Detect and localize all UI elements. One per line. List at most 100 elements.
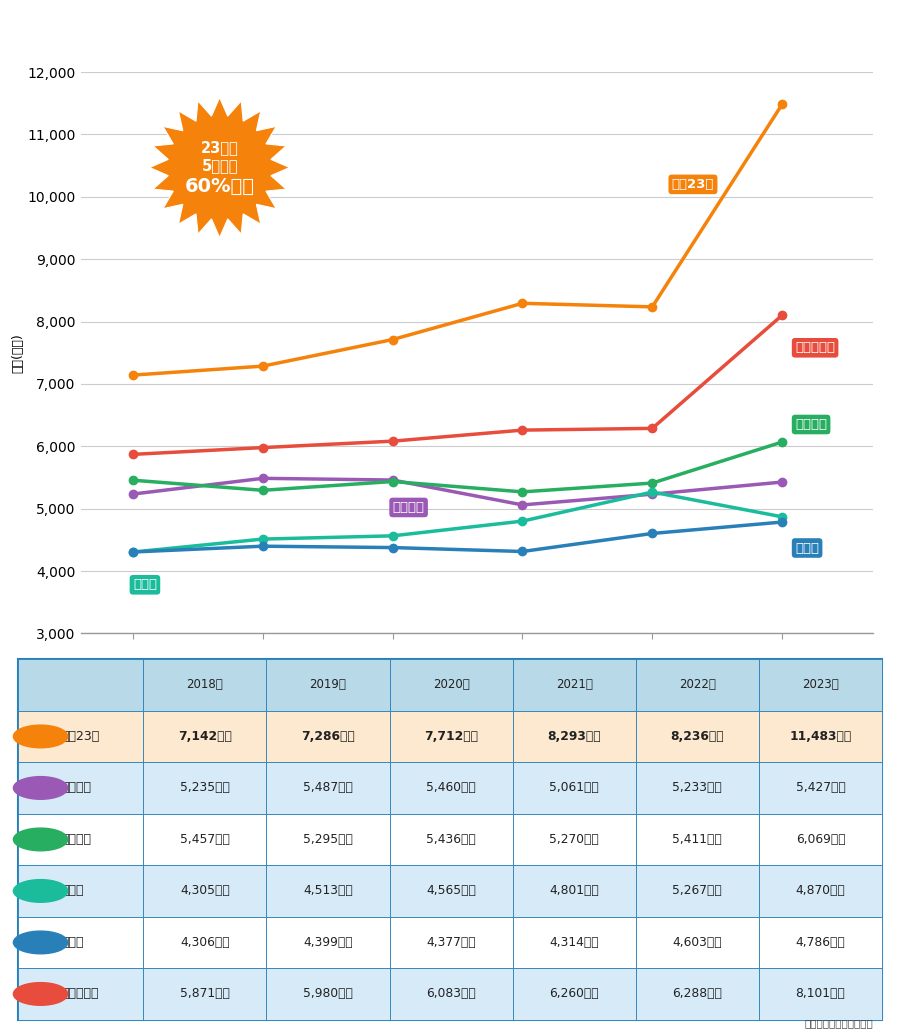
Text: 60%上昇: 60%上昇 (184, 177, 255, 197)
Text: 5,295万円: 5,295万円 (303, 833, 353, 846)
Text: 埼玉県: 埼玉県 (133, 578, 157, 591)
Text: 首都圏平均: 首都圏平均 (62, 988, 99, 1000)
Bar (266, 762, 390, 814)
Bar (266, 968, 390, 1020)
Text: 2023年: 2023年 (802, 679, 839, 691)
Circle shape (14, 983, 68, 1005)
Bar (513, 659, 635, 711)
Circle shape (14, 931, 68, 954)
Text: 2018年: 2018年 (186, 679, 223, 691)
Bar (390, 814, 513, 865)
Bar (759, 711, 882, 762)
Text: 東京都下: 東京都下 (392, 501, 425, 514)
Bar (143, 711, 266, 762)
Bar (266, 711, 390, 762)
Text: 7,142万円: 7,142万円 (178, 730, 232, 743)
Text: 千葉県: 千葉県 (62, 936, 85, 949)
Bar (635, 762, 759, 814)
Text: 5,061万円: 5,061万円 (549, 782, 599, 794)
Text: 5,487万円: 5,487万円 (303, 782, 353, 794)
Bar (143, 659, 266, 711)
Bar (143, 968, 266, 1020)
Bar (513, 711, 635, 762)
Bar (513, 917, 635, 968)
Text: 5,233万円: 5,233万円 (672, 782, 722, 794)
Bar (18, 711, 143, 762)
Text: 7,712万円: 7,712万円 (424, 730, 478, 743)
Text: 東京23区: 東京23区 (671, 178, 714, 191)
Text: 5,436万円: 5,436万円 (427, 833, 476, 846)
Polygon shape (149, 98, 290, 238)
Bar (18, 814, 143, 865)
Bar (513, 865, 635, 917)
Text: 5,980万円: 5,980万円 (303, 988, 353, 1000)
Text: 6,083万円: 6,083万円 (427, 988, 476, 1000)
Text: 5年間で: 5年間で (202, 159, 238, 173)
Text: 4,399万円: 4,399万円 (303, 936, 353, 949)
Text: 7,286万円: 7,286万円 (302, 730, 355, 743)
Text: 5,411万円: 5,411万円 (672, 833, 722, 846)
Text: 首都圏新築マンション価格: 首都圏新築マンション価格 (340, 21, 560, 49)
Bar (266, 814, 390, 865)
Bar (18, 659, 143, 711)
Bar (635, 917, 759, 968)
Bar (759, 659, 882, 711)
Text: 千葉県: 千葉県 (795, 542, 819, 554)
Bar (513, 762, 635, 814)
Bar (390, 917, 513, 968)
Text: 23区は: 23区は (201, 140, 239, 156)
Bar (390, 711, 513, 762)
Bar (143, 865, 266, 917)
Text: 4,603万円: 4,603万円 (672, 936, 722, 949)
Circle shape (14, 880, 68, 902)
Text: 東京23区: 東京23区 (62, 730, 100, 743)
Bar (390, 865, 513, 917)
Text: 5,270万円: 5,270万円 (549, 833, 599, 846)
Text: 4,801万円: 4,801万円 (549, 885, 599, 897)
Bar (635, 865, 759, 917)
Bar (390, 659, 513, 711)
Circle shape (14, 828, 68, 851)
Bar (18, 865, 143, 917)
Text: 4,377万円: 4,377万円 (427, 936, 476, 949)
Bar (759, 968, 882, 1020)
Bar (759, 814, 882, 865)
Text: 4,786万円: 4,786万円 (796, 936, 845, 949)
Text: 5,460万円: 5,460万円 (427, 782, 476, 794)
Bar (18, 917, 143, 968)
Bar (635, 659, 759, 711)
Text: 5,235万円: 5,235万円 (180, 782, 230, 794)
Text: 4,305万円: 4,305万円 (180, 885, 230, 897)
Text: 11,483万円: 11,483万円 (789, 730, 851, 743)
Text: 5,427万円: 5,427万円 (796, 782, 845, 794)
Circle shape (14, 725, 68, 748)
Text: 神奈川県: 神奈川県 (62, 833, 92, 846)
Text: 5,267万円: 5,267万円 (672, 885, 722, 897)
Text: 8,236万円: 8,236万円 (670, 730, 724, 743)
Bar (759, 865, 882, 917)
Bar (143, 917, 266, 968)
Bar (266, 659, 390, 711)
Text: 東京都下: 東京都下 (62, 782, 92, 794)
Circle shape (14, 777, 68, 799)
Bar (635, 968, 759, 1020)
Bar (759, 762, 882, 814)
Text: 5,457万円: 5,457万円 (180, 833, 230, 846)
Bar (143, 762, 266, 814)
Text: 8,293万円: 8,293万円 (547, 730, 601, 743)
Y-axis label: 価格(万円): 価格(万円) (12, 333, 24, 373)
Text: 埼玉県: 埼玉県 (62, 885, 85, 897)
Text: 6,260万円: 6,260万円 (549, 988, 599, 1000)
Text: 8,101万円: 8,101万円 (796, 988, 845, 1000)
Text: 2021年: 2021年 (556, 679, 592, 691)
Bar (759, 917, 882, 968)
Bar (266, 865, 390, 917)
Text: 5,871万円: 5,871万円 (180, 988, 230, 1000)
Bar (266, 917, 390, 968)
Text: 2019年: 2019年 (310, 679, 346, 691)
Bar (18, 968, 143, 1020)
Text: 首都圏平均: 首都圏平均 (795, 341, 835, 354)
Bar (635, 711, 759, 762)
Bar (143, 814, 266, 865)
Text: 2022年: 2022年 (679, 679, 716, 691)
